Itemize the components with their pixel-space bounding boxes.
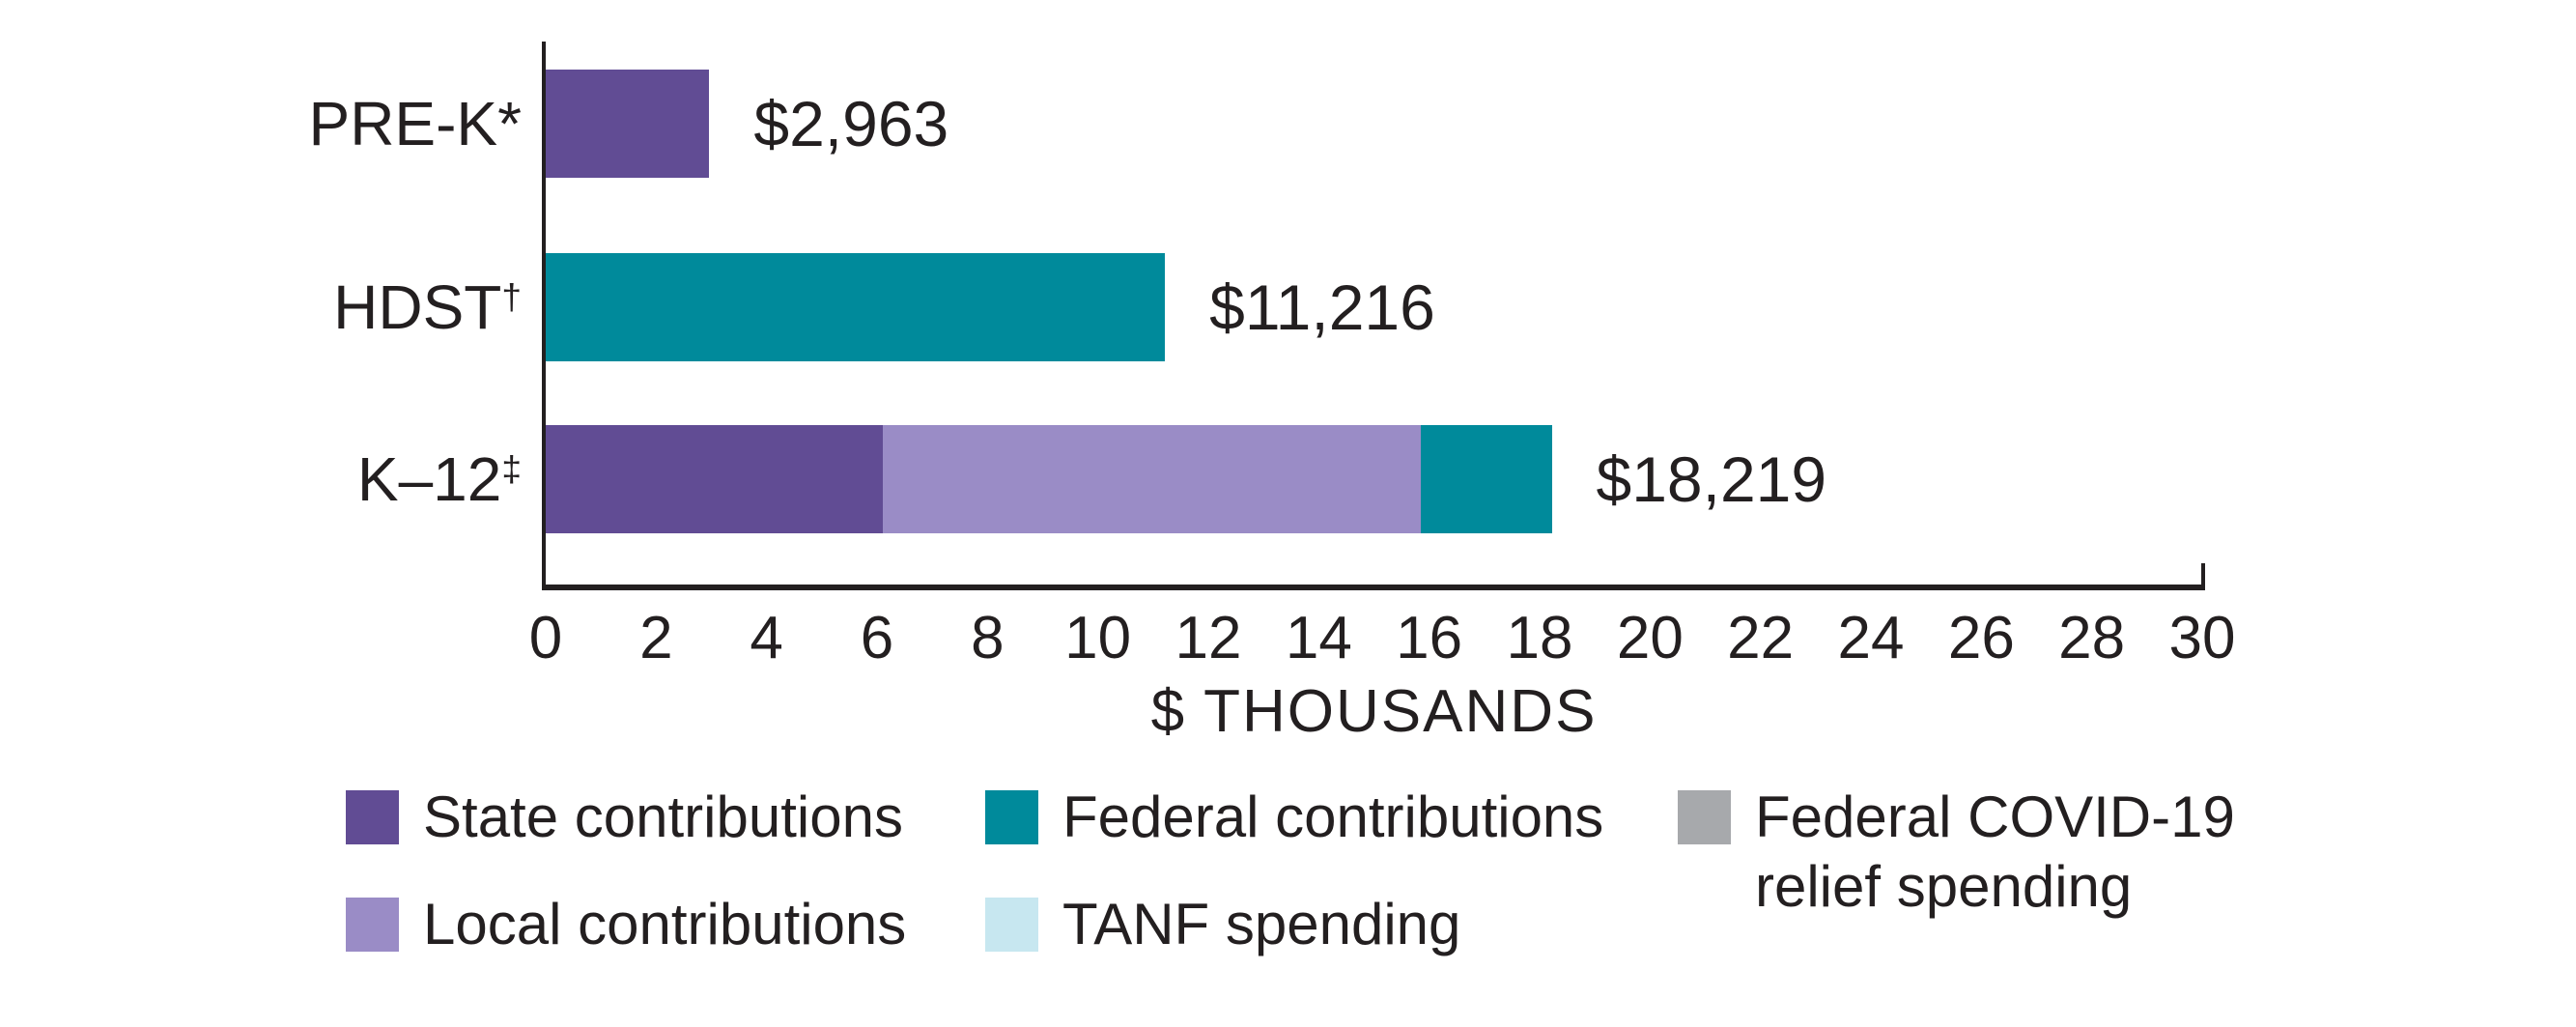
bar-segment-federal	[546, 253, 1166, 361]
category-footnote-marker: †	[501, 275, 522, 317]
legend-label: Federal COVID-19 relief spending	[1755, 785, 2235, 919]
legend-label: Local contributions	[423, 892, 907, 956]
legend-column-1: State contributions Local contributions	[346, 785, 906, 967]
x-tick-label: 14	[1285, 605, 1352, 671]
bar-segment-state	[546, 70, 710, 178]
legend-column-2: Federal contributions TANF spending	[985, 785, 1603, 967]
x-tick-label: 16	[1396, 605, 1463, 671]
x-axis-line	[542, 585, 2205, 590]
x-tick-label: 20	[1616, 605, 1684, 671]
legend-item: State contributions	[346, 785, 906, 860]
x-tick-label: 8	[971, 605, 1005, 671]
legend-item: TANF spending	[985, 892, 1603, 967]
legend-item: Federal COVID-19 relief spending	[1678, 785, 2235, 929]
x-tick-label: 30	[2168, 605, 2236, 671]
x-axis-title: $ THOUSANDS	[1150, 678, 1598, 745]
x-tick-label: 10	[1064, 605, 1132, 671]
x-tick-label: 2	[639, 605, 673, 671]
category-label: HDST†	[333, 272, 522, 342]
legend-label: TANF spending	[1062, 892, 1461, 956]
value-label: $11,216	[1209, 271, 1435, 343]
category-footnote-marker: ‡	[501, 447, 522, 489]
x-tick-label: 12	[1175, 605, 1242, 671]
legend-swatch-state	[346, 790, 399, 844]
bar-row: HDST† $11,216	[0, 253, 2576, 361]
x-tick-label: 6	[860, 605, 894, 671]
legend-label: State contributions	[423, 785, 903, 849]
legend-swatch-local	[346, 898, 399, 952]
category-label: K–12‡	[356, 444, 522, 514]
x-tick-label: 0	[528, 605, 563, 671]
legend-swatch-covid	[1678, 790, 1731, 844]
legend-swatch-tanf	[985, 898, 1038, 952]
legend-item: Local contributions	[346, 892, 906, 967]
value-label: $2,963	[753, 88, 949, 159]
x-tick-label: 28	[2058, 605, 2126, 671]
bar-segment-state	[546, 425, 883, 533]
value-label: $18,219	[1596, 443, 1827, 515]
bar-segment-local	[882, 425, 1422, 533]
bar-segment-federal	[1421, 425, 1552, 533]
x-tick-label: 4	[750, 605, 783, 671]
x-tick-label: 22	[1727, 605, 1795, 671]
category-label: PRE-K*	[308, 89, 523, 158]
legend-item: Federal contributions	[985, 785, 1603, 860]
legend-swatch-federal	[985, 790, 1038, 844]
x-tick-label: 24	[1837, 605, 1905, 671]
y-axis-line	[542, 42, 546, 590]
x-tick-label: 26	[1947, 605, 2015, 671]
bar-row: PRE-K* $2,963	[0, 70, 2576, 178]
x-axis-end-tick	[2201, 563, 2205, 588]
legend-column-3: Federal COVID-19 relief spending	[1678, 785, 2235, 929]
bar-row: K–12‡ $18,219	[0, 425, 2576, 533]
x-tick-label: 18	[1506, 605, 1573, 671]
legend-label: Federal contributions	[1062, 785, 1604, 849]
category-footnote-marker: *	[497, 89, 522, 158]
